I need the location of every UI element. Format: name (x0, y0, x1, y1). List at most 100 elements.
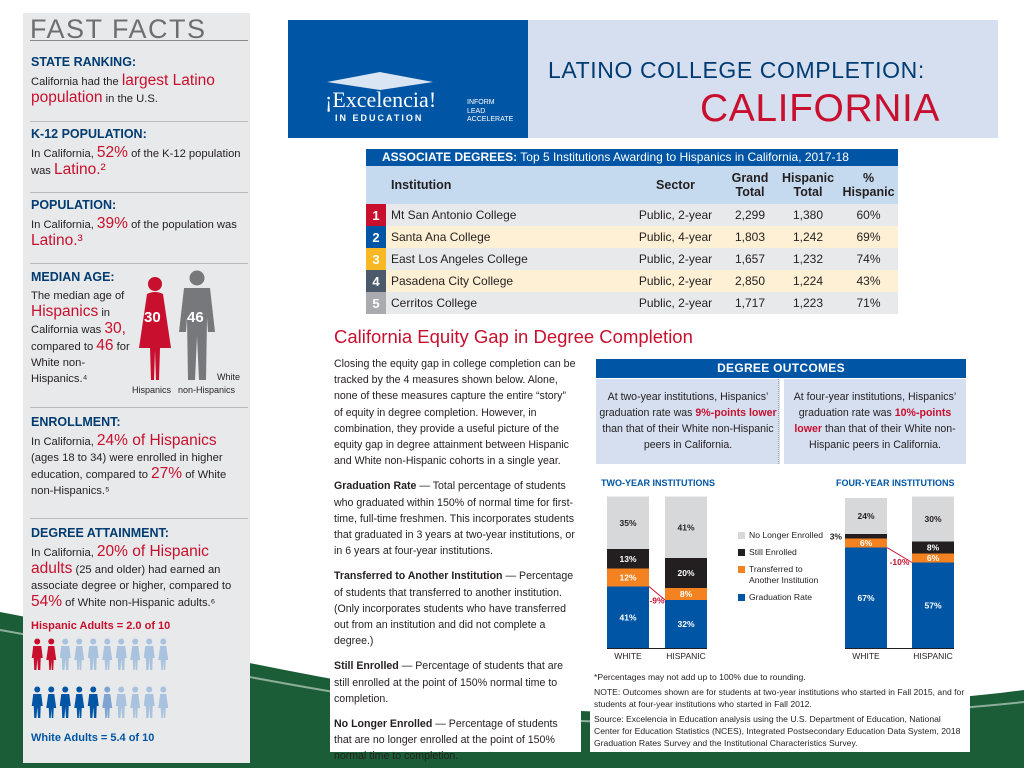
data-label: 3% (830, 531, 843, 541)
table-row: 5 Cerritos College Public, 2-year 1,717 1,22… (366, 292, 898, 314)
legend-label: Still Enrolled (749, 547, 797, 557)
table-cell-pct: 74% (839, 248, 898, 270)
hispanic-adults-pictogram (31, 638, 170, 671)
table-cell-institution: Mt San Antonio College (386, 204, 628, 226)
table-cell-sector: Public, 2-year (628, 204, 723, 226)
median-age-section: MEDIAN AGE: The median age of Hispanics … (31, 270, 141, 387)
text: compared to (31, 341, 94, 353)
enrollment-section: ENROLLMENT: In California, 24% of Hispan… (31, 415, 247, 499)
table-cell-sector: Public, 4-year (628, 226, 723, 248)
population-section: POPULATION: In California, 39% of the po… (31, 198, 247, 250)
text: In California, (31, 148, 94, 160)
legend-label: No Longer Enrolled (749, 530, 824, 540)
table-cell-rank: 3 (366, 248, 386, 270)
category-label: WHITE (614, 651, 642, 661)
table-cell-pct: 69% (839, 226, 898, 248)
measure-text: — Total percentage of students who gradu… (334, 480, 575, 558)
rank-header (366, 166, 386, 204)
man-icon (59, 686, 71, 718)
divider (30, 121, 248, 122)
tagline-word: LEAD (467, 107, 486, 115)
table-cell-institution: East Los Angeles College (386, 248, 628, 270)
k12-section: K-12 POPULATION: In California, 52% of t… (31, 127, 247, 179)
divider (30, 40, 248, 41)
man-icon (31, 638, 43, 670)
highlight: 46 (96, 337, 114, 354)
enrollment-heading: ENROLLMENT: (31, 415, 121, 429)
table-cell-rank: 1 (366, 204, 386, 226)
highlight: 20% of Hispanic adults (31, 543, 209, 577)
table-cell-grand-total: 1,803 (723, 226, 777, 248)
text: in the U.S. (105, 93, 158, 105)
table-cell-institution: Pasadena City College (386, 270, 628, 292)
text: (ages 18 to 34) were enrolled in higher … (31, 452, 223, 481)
hispanic-woman-figure (139, 277, 171, 380)
tagline-word: INFORM (467, 99, 495, 106)
caption-text: Top 5 Institutions Awarding to Hispanics… (520, 150, 849, 164)
man-icon (115, 638, 127, 670)
legend-item: Graduation Rate (738, 592, 823, 603)
table-cell-sector: Public, 2-year (628, 270, 723, 292)
fast-facts-title: FAST FACTS (30, 14, 207, 44)
table-cell-grand-total: 2,850 (723, 270, 777, 292)
text: in California was (31, 307, 111, 336)
measure-paragraph: Still Enrolled — Percentage of students … (334, 658, 577, 707)
bar-segment (845, 538, 887, 548)
gap-label: -10% (890, 557, 910, 567)
hispanic-age-number: 30 (144, 309, 161, 326)
white-man-figure (179, 270, 215, 380)
table-row: 3 East Los Angeles College Public, 2-year 1… (366, 248, 898, 270)
bar-segment (665, 600, 707, 648)
highlight: 24% of Hispanics (96, 432, 217, 449)
state-ranking-heading: STATE RANKING: (31, 55, 137, 69)
data-label: 20% (677, 568, 694, 578)
two-year-summary: At two-year institutions, Hispanics’ gra… (596, 379, 780, 464)
table-cell-pct: 60% (839, 204, 898, 226)
table-cell-grand-total: 1,717 (723, 292, 777, 314)
divider (30, 407, 248, 408)
text: In California, (31, 219, 94, 231)
man-icon (143, 686, 155, 718)
bar-segment (912, 553, 954, 563)
data-label: 8% (680, 589, 693, 599)
equity-title: California Equity Gap in Degree Completi… (334, 326, 693, 347)
divider (30, 263, 248, 264)
white-adults-label: White Adults = 5.4 of 10 (31, 732, 155, 744)
measure-text: — Percentage of students that are no lon… (334, 718, 558, 763)
summary-text: At two-year institutions, Hispanics’ gra… (599, 391, 769, 419)
bar-segment (665, 558, 707, 588)
table-cell-sector: Public, 2-year (628, 292, 723, 314)
text: of the K-12 population was (31, 148, 241, 177)
data-label: 67% (857, 593, 874, 603)
caption-bold: ASSOCIATE DEGREES: (382, 150, 518, 164)
degree-attainment-section: DEGREE ATTAINMENT: In California, 20% of… (31, 526, 247, 611)
header-title-panel (528, 20, 998, 138)
measure-text: — Percentage of students that are still … (334, 660, 564, 705)
woman-icon (130, 638, 141, 670)
summary-highlight: 10%-points lower (794, 407, 952, 435)
woman-icon (74, 638, 85, 670)
summary-highlight: 9%-points lower (695, 407, 777, 419)
text: The median age of (31, 290, 125, 302)
intro-paragraph: Closing the equity gap in college comple… (334, 358, 576, 468)
woman-icon (130, 686, 141, 718)
column-header: Grand Total (723, 166, 777, 204)
measure-term: Still Enrolled (334, 660, 399, 673)
woman-icon (102, 638, 113, 670)
table-cell-hispanic-total: 1,223 (777, 292, 839, 314)
white-adults-pictogram (31, 686, 170, 719)
data-label: 35% (619, 518, 636, 528)
table-cell-grand-total: 2,299 (723, 204, 777, 226)
text: (25 and older) had earned an associate d… (31, 564, 232, 592)
gap-line (648, 586, 666, 601)
category-label: HISPANIC (666, 651, 706, 661)
legend-item: No Longer Enrolled (738, 530, 823, 541)
highlight: largest Latino population (31, 72, 215, 106)
logo-tagline: INFORM LEAD ACCELERATE (467, 99, 513, 125)
bar-segment (607, 549, 649, 569)
data-label: 57% (924, 600, 941, 610)
man-icon (87, 686, 99, 718)
data-label: 30% (924, 514, 941, 524)
table-row: 2 Santa Ana College Public, 4-year 1,803 1,2… (366, 226, 898, 248)
table-cell-rank: 2 (366, 226, 386, 248)
